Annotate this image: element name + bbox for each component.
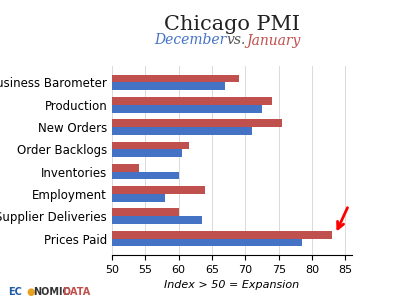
Bar [112,75,239,83]
Bar [112,231,332,239]
Bar [112,238,302,246]
Bar [112,164,139,172]
Bar [112,119,282,127]
Bar [112,186,205,194]
Text: vs.: vs. [226,34,245,47]
Text: ●: ● [26,287,34,297]
Text: DATA: DATA [62,287,90,297]
Text: Chicago PMI: Chicago PMI [164,15,300,34]
Text: NOMIC: NOMIC [33,287,70,297]
Bar [112,142,189,149]
Bar [112,82,225,90]
X-axis label: Index > 50 = Expansion: Index > 50 = Expansion [164,280,300,290]
Bar [112,149,182,157]
Bar [112,97,272,105]
Bar [112,172,179,179]
Bar [112,216,202,224]
Bar [112,105,262,112]
Text: EC: EC [8,287,22,297]
Text: January: January [246,34,300,47]
Bar [112,127,252,135]
Bar [112,194,165,202]
Bar [112,208,179,216]
Text: December: December [154,34,226,47]
